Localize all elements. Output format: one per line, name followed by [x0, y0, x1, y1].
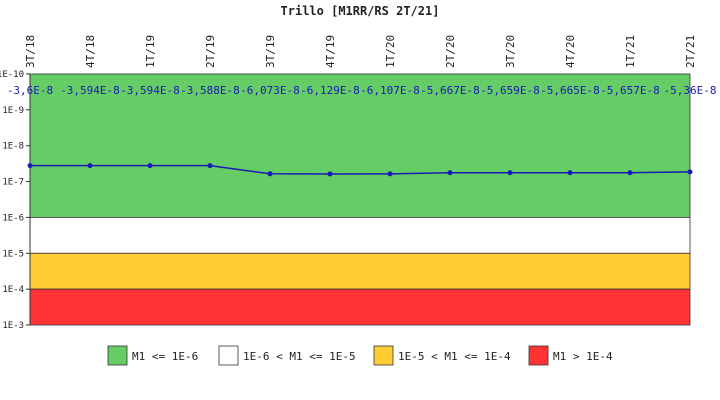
- chart-title: Trillo [M1RR/RS 2T/21]: [281, 4, 440, 18]
- data-point: [147, 163, 153, 169]
- y-tick-label: 1E-6: [2, 213, 24, 223]
- data-label: -6,073E-8: [240, 84, 300, 97]
- x-tick-label: 4T/19: [324, 35, 337, 68]
- y-tick-label: 1E-9: [2, 106, 24, 116]
- band-1: [29, 217, 691, 254]
- x-tick-label: 2T/20: [444, 35, 457, 68]
- data-point: [87, 163, 93, 169]
- data-label: -3,594E-8: [120, 84, 180, 97]
- data-label: -3,594E-8: [60, 84, 120, 97]
- data-point: [567, 170, 573, 176]
- data-point: [207, 163, 213, 169]
- data-label: -3,588E-8: [180, 84, 240, 97]
- data-point: [27, 163, 33, 169]
- x-tick-label: 2T/19: [204, 35, 217, 68]
- legend-label: 1E-6 < M1 <= 1E-5: [243, 350, 356, 363]
- legend-label: M1 <= 1E-6: [132, 350, 198, 363]
- data-label: -5,36E-8: [664, 84, 717, 97]
- data-point: [627, 170, 633, 176]
- legend-label: 1E-5 < M1 <= 1E-4: [398, 350, 511, 363]
- data-label: -5,659E-8: [480, 84, 540, 97]
- data-label: -5,657E-8: [600, 84, 660, 97]
- x-tick-label: 3T/19: [264, 35, 277, 68]
- y-tick-label: 1E-10: [0, 70, 24, 80]
- y-tick-label: 1E-5: [2, 249, 24, 259]
- y-tick-label: 1E-4: [2, 285, 24, 295]
- x-tick-label: 3T/18: [24, 35, 37, 68]
- legend-swatch: [528, 345, 549, 366]
- y-tick-label: 1E-7: [2, 178, 24, 188]
- y-tick-label: 1E-8: [2, 142, 24, 152]
- data-point: [447, 170, 453, 176]
- legend-label: M1 > 1E-4: [553, 350, 613, 363]
- data-label: -6,129E-8: [300, 84, 360, 97]
- data-label: -5,665E-8: [540, 84, 600, 97]
- series-line: [29, 164, 691, 175]
- x-tick-label: 3T/20: [504, 35, 517, 68]
- x-tick-label: 4T/18: [84, 35, 97, 68]
- x-tick-label: 1T/19: [144, 35, 157, 68]
- legend-swatch: [218, 345, 239, 366]
- data-point: [687, 169, 693, 175]
- data-point: [507, 170, 513, 176]
- data-label: -5,667E-8: [420, 84, 480, 97]
- band-3: [29, 288, 691, 326]
- x-tick-label: 4T/20: [564, 35, 577, 68]
- data-label: -6,107E-8: [360, 84, 420, 97]
- data-point: [267, 171, 273, 177]
- data-point: [327, 171, 333, 177]
- legend-swatch: [373, 345, 394, 366]
- x-tick-label: 2T/21: [684, 35, 697, 68]
- band-0: [29, 73, 691, 218]
- legend-swatch: [107, 345, 128, 366]
- x-tick-label: 1T/21: [624, 35, 637, 68]
- data-point: [387, 171, 393, 177]
- band-2: [29, 252, 691, 290]
- data-label: -3,6E-8: [7, 84, 53, 97]
- y-tick-label: 1E-3: [2, 321, 24, 331]
- x-tick-label: 1T/20: [384, 35, 397, 68]
